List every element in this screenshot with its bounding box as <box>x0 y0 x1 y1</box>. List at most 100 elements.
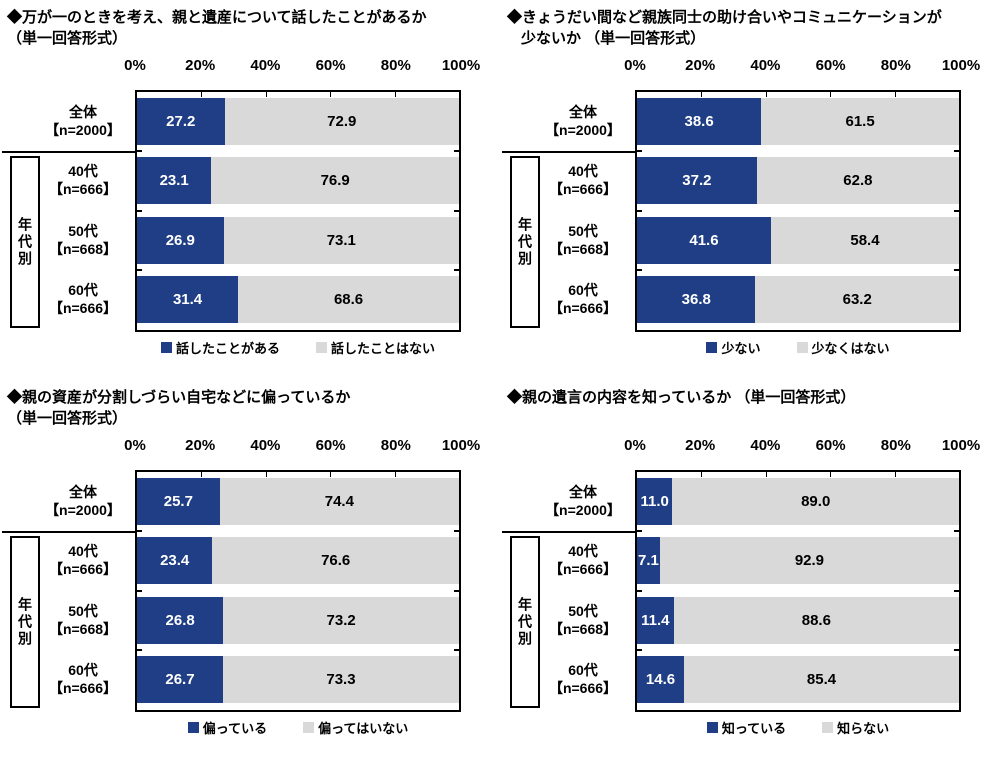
row-label: 50代 【n=668】 <box>548 223 618 257</box>
bar-row: 36.8 63.2 <box>637 276 959 323</box>
bar-row: 38.6 61.5 <box>637 98 959 145</box>
axis-tick-label: 20% <box>685 437 716 454</box>
bar-segment-primary: 38.6 <box>637 98 762 145</box>
bar-row: 7.1 92.9 <box>637 537 959 584</box>
axis-tick <box>830 92 832 97</box>
axis-tick <box>765 472 767 477</box>
bar-segment-primary: 27.2 <box>137 98 225 145</box>
bar-row: 27.2 72.9 <box>137 98 459 145</box>
bar-segment-secondary: 76.6 <box>212 537 459 584</box>
axis-tick-label: 100% <box>941 57 981 74</box>
bar-segment-primary: 41.6 <box>637 217 771 264</box>
bar-segment-secondary: 92.9 <box>659 537 959 584</box>
bar-segment-secondary: 72.9 <box>224 98 459 145</box>
legend-swatch-secondary <box>822 722 834 733</box>
group-label-box: 年代別 <box>510 156 540 328</box>
axis-tick <box>330 92 332 97</box>
plot-area: 27.2 72.9 23.1 76.9 26.9 73.1 31.4 68.6 <box>135 90 461 332</box>
legend: 話したことがある 話したことはない <box>120 338 476 357</box>
axis-tick-label: 40% <box>250 437 281 454</box>
chart-title-line1: ◆万が一のときを考え、親と遺産について話したことがあるか <box>7 9 427 26</box>
x-axis: 0% 20% 40% 60% 80% 100% <box>624 57 980 75</box>
axis-tick <box>894 92 896 97</box>
bar-segment-primary: 23.1 <box>137 157 212 204</box>
axis-tick-label: 0% <box>124 437 146 454</box>
group-label-box: 年代別 <box>510 536 540 708</box>
bar-segment-secondary: 73.1 <box>223 217 459 264</box>
bar-segment-primary: 31.4 <box>137 276 239 323</box>
bar-segment-secondary: 63.2 <box>755 276 959 323</box>
bar-segment-primary: 26.7 <box>137 656 223 703</box>
row-boundary-tick <box>954 210 959 212</box>
plot-area: 38.6 61.5 37.2 62.8 41.6 58.4 36.8 63.2 <box>635 90 961 332</box>
row-label: 60代 【n=666】 <box>48 662 118 696</box>
axis-tick-label: 40% <box>750 437 781 454</box>
plot-area: 11.0 89.0 7.1 92.9 11.4 88.6 14.6 85.4 <box>635 470 961 712</box>
group-label-box: 年代別 <box>10 156 40 328</box>
row-separator <box>2 531 135 533</box>
bar-segment-secondary: 68.6 <box>238 276 459 323</box>
bar-segment-secondary: 88.6 <box>673 597 959 644</box>
row-boundary-tick <box>454 150 459 152</box>
bar-segment-primary: 26.9 <box>137 217 224 264</box>
legend-item: 知らない <box>822 718 889 737</box>
bar-row: 23.1 76.9 <box>137 157 459 204</box>
row-boundary-tick <box>637 590 642 592</box>
axis-tick <box>394 92 396 97</box>
row-boundary-tick <box>137 210 142 212</box>
axis-tick-label: 80% <box>880 437 911 454</box>
bar-segment-secondary: 61.5 <box>761 98 959 145</box>
plot-area: 25.7 74.4 23.4 76.6 26.8 73.2 26.7 73.3 <box>135 470 461 712</box>
axis-tick <box>265 472 267 477</box>
group-label: 年代別 <box>17 596 33 648</box>
bar-row: 26.8 73.2 <box>137 597 459 644</box>
bar-segment-secondary: 73.3 <box>222 656 459 703</box>
chart-title: ◆親の遺言の内容を知っているか （単一回答形式） <box>507 387 855 408</box>
chart-title-line2: （単一回答形式） <box>7 410 128 427</box>
legend-item: 偏ってはいない <box>303 718 408 737</box>
row-boundary-tick <box>454 269 459 271</box>
axis-tick-label: 60% <box>315 437 346 454</box>
bar-row: 11.4 88.6 <box>637 597 959 644</box>
legend-item: 話したことはない <box>316 338 435 357</box>
axis-tick-label: 20% <box>185 57 216 74</box>
axis-tick-label: 60% <box>315 57 346 74</box>
row-boundary-tick <box>637 210 642 212</box>
axis-tick-label: 0% <box>624 437 646 454</box>
legend-swatch-primary <box>706 342 718 353</box>
row-boundary-tick <box>137 590 142 592</box>
bar-row: 31.4 68.6 <box>137 276 459 323</box>
bar-row: 23.4 76.6 <box>137 537 459 584</box>
row-boundary-tick <box>137 269 142 271</box>
axis-tick <box>701 472 703 477</box>
bar-row: 26.7 73.3 <box>137 656 459 703</box>
legend: 少ない 少なくはない <box>620 338 976 357</box>
row-boundary-tick <box>454 590 459 592</box>
group-label: 年代別 <box>17 216 33 268</box>
axis-tick-label: 0% <box>624 57 646 74</box>
bar-segment-primary: 11.4 <box>637 597 674 644</box>
axis-tick <box>894 472 896 477</box>
axis-tick <box>394 472 396 477</box>
bar-segment-secondary: 74.4 <box>219 478 459 525</box>
row-label: 40代 【n=666】 <box>548 163 618 197</box>
axis-tick <box>201 92 203 97</box>
bar-segment-primary: 37.2 <box>637 157 757 204</box>
row-boundary-tick <box>954 530 959 532</box>
axis-tick <box>830 472 832 477</box>
row-boundary-tick <box>954 649 959 651</box>
bar-row: 14.6 85.4 <box>637 656 959 703</box>
axis-tick <box>265 92 267 97</box>
row-boundary-tick <box>137 530 142 532</box>
row-boundary-tick <box>637 269 642 271</box>
bar-segment-secondary: 89.0 <box>672 478 959 525</box>
row-boundary-tick <box>637 649 642 651</box>
row-boundary-tick <box>454 210 459 212</box>
row-boundary-tick <box>454 649 459 651</box>
x-axis: 0% 20% 40% 60% 80% 100% <box>124 437 480 455</box>
row-label: 40代 【n=666】 <box>548 543 618 577</box>
legend: 知っている 知らない <box>620 718 976 737</box>
row-label: 40代 【n=666】 <box>48 543 118 577</box>
x-axis: 0% 20% 40% 60% 80% 100% <box>624 437 980 455</box>
axis-tick <box>330 472 332 477</box>
